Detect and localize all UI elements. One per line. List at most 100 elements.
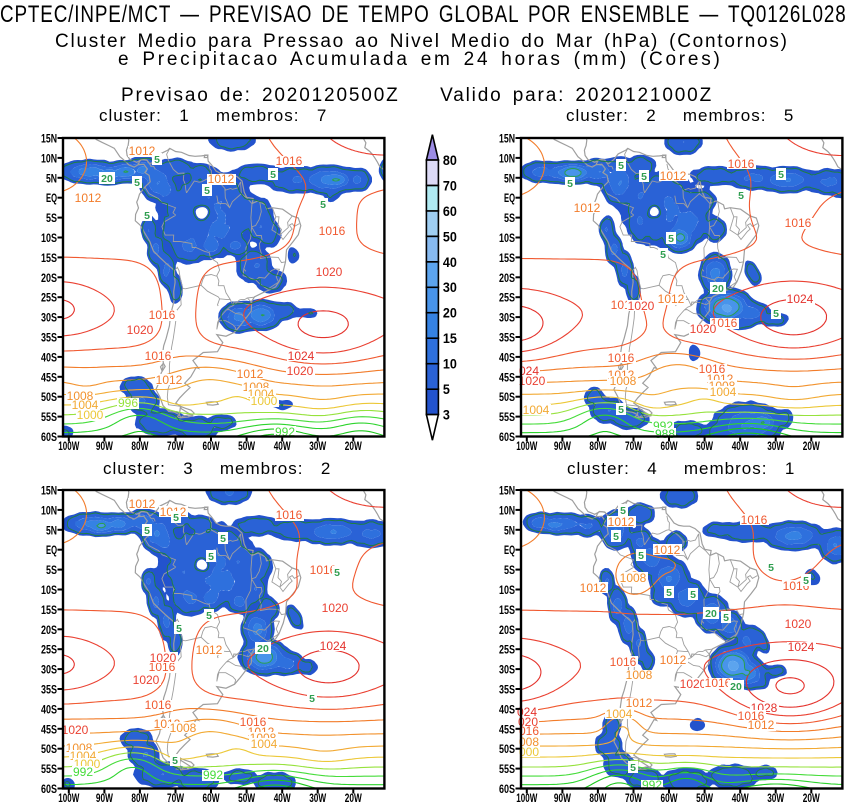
svg-text:55S: 55S bbox=[499, 764, 515, 776]
svg-text:80W: 80W bbox=[131, 793, 148, 803]
svg-text:10N: 10N bbox=[499, 505, 515, 517]
svg-text:1000: 1000 bbox=[250, 394, 277, 408]
svg-text:20S: 20S bbox=[499, 624, 515, 636]
svg-text:15S: 15S bbox=[41, 253, 57, 265]
svg-text:50S: 50S bbox=[499, 744, 515, 756]
svg-text:5S: 5S bbox=[46, 213, 57, 225]
svg-text:10S: 10S bbox=[41, 233, 57, 245]
svg-text:40S: 40S bbox=[499, 704, 515, 716]
svg-text:1016: 1016 bbox=[148, 308, 175, 322]
svg-text:40S: 40S bbox=[41, 704, 57, 716]
svg-text:1020: 1020 bbox=[321, 601, 348, 615]
svg-text:1012: 1012 bbox=[155, 373, 182, 387]
svg-text:90W: 90W bbox=[554, 441, 571, 453]
svg-text:1012: 1012 bbox=[195, 643, 222, 657]
svg-text:1004: 1004 bbox=[710, 385, 737, 399]
svg-text:5: 5 bbox=[144, 525, 150, 537]
svg-text:45S: 45S bbox=[499, 724, 515, 736]
svg-text:25S: 25S bbox=[41, 644, 57, 656]
svg-text:1012: 1012 bbox=[608, 515, 635, 529]
svg-text:10N: 10N bbox=[41, 505, 57, 517]
svg-text:5N: 5N bbox=[504, 525, 515, 537]
svg-text:30W: 30W bbox=[767, 793, 784, 803]
svg-text:50W: 50W bbox=[696, 441, 713, 453]
svg-text:1012: 1012 bbox=[74, 191, 101, 205]
svg-text:15S: 15S bbox=[499, 253, 515, 265]
svg-text:10: 10 bbox=[443, 357, 457, 372]
svg-text:25S: 25S bbox=[499, 644, 515, 656]
svg-text:5: 5 bbox=[172, 755, 178, 767]
svg-text:024: 024 bbox=[519, 364, 539, 378]
svg-text:1016: 1016 bbox=[144, 698, 171, 712]
svg-text:70W: 70W bbox=[167, 793, 184, 803]
svg-text:1012: 1012 bbox=[748, 718, 775, 732]
svg-text:5: 5 bbox=[630, 762, 636, 774]
svg-text:55S: 55S bbox=[41, 764, 57, 776]
svg-text:5: 5 bbox=[204, 185, 210, 197]
svg-text:1008: 1008 bbox=[620, 571, 647, 585]
svg-text:5S: 5S bbox=[46, 565, 57, 577]
svg-text:50W: 50W bbox=[238, 441, 255, 453]
svg-text:5: 5 bbox=[567, 178, 573, 190]
svg-text:1020: 1020 bbox=[680, 677, 707, 691]
svg-text:1020: 1020 bbox=[519, 374, 546, 388]
svg-text:988: 988 bbox=[655, 427, 675, 441]
svg-text:5: 5 bbox=[620, 505, 626, 517]
svg-text:20: 20 bbox=[730, 681, 742, 693]
svg-text:020: 020 bbox=[518, 715, 538, 729]
svg-text:1016: 1016 bbox=[738, 709, 765, 723]
svg-text:100W: 100W bbox=[516, 441, 537, 453]
svg-text:5: 5 bbox=[134, 177, 140, 189]
svg-text:15N: 15N bbox=[499, 134, 515, 146]
svg-text:1012: 1012 bbox=[574, 201, 601, 215]
svg-text:1016: 1016 bbox=[785, 216, 812, 230]
svg-text:90W: 90W bbox=[95, 441, 112, 453]
svg-text:40W: 40W bbox=[273, 793, 290, 803]
svg-text:992: 992 bbox=[642, 778, 662, 792]
svg-text:016: 016 bbox=[519, 724, 539, 738]
svg-text:40W: 40W bbox=[732, 793, 749, 803]
svg-text:5S: 5S bbox=[504, 565, 515, 577]
svg-text:80W: 80W bbox=[589, 441, 606, 453]
svg-text:60W: 60W bbox=[661, 793, 678, 803]
svg-text:5S: 5S bbox=[504, 213, 515, 225]
svg-text:70W: 70W bbox=[625, 793, 642, 803]
svg-text:1012: 1012 bbox=[207, 172, 234, 186]
svg-text:40S: 40S bbox=[41, 352, 57, 364]
svg-text:EQ: EQ bbox=[504, 545, 515, 557]
svg-text:60W: 60W bbox=[661, 441, 678, 453]
svg-text:40W: 40W bbox=[732, 441, 749, 453]
svg-text:5: 5 bbox=[270, 169, 276, 181]
svg-text:80W: 80W bbox=[131, 441, 148, 453]
svg-text:1024: 1024 bbox=[319, 639, 346, 653]
svg-text:100W: 100W bbox=[516, 793, 537, 803]
svg-text:30S: 30S bbox=[499, 313, 515, 325]
svg-text:45S: 45S bbox=[41, 372, 57, 384]
svg-text:5: 5 bbox=[613, 531, 619, 543]
svg-text:15: 15 bbox=[443, 331, 457, 346]
svg-text:1020: 1020 bbox=[315, 265, 342, 279]
svg-text:10N: 10N bbox=[499, 153, 515, 165]
svg-text:60: 60 bbox=[443, 204, 457, 219]
svg-text:45S: 45S bbox=[499, 372, 515, 384]
svg-text:5: 5 bbox=[208, 551, 214, 563]
svg-text:55S: 55S bbox=[499, 412, 515, 424]
svg-text:70: 70 bbox=[443, 178, 457, 193]
svg-text:20W: 20W bbox=[344, 793, 361, 803]
svg-text:50S: 50S bbox=[499, 392, 515, 404]
svg-text:5: 5 bbox=[334, 567, 340, 579]
svg-text:30S: 30S bbox=[499, 664, 515, 676]
svg-text:5: 5 bbox=[778, 169, 784, 181]
svg-text:20: 20 bbox=[712, 283, 724, 295]
svg-text:1012: 1012 bbox=[658, 292, 685, 306]
svg-text:1012: 1012 bbox=[660, 653, 687, 667]
svg-text:1000: 1000 bbox=[76, 408, 103, 422]
svg-text:60W: 60W bbox=[202, 793, 219, 803]
svg-text:5: 5 bbox=[144, 210, 150, 222]
svg-text:5: 5 bbox=[690, 589, 696, 601]
svg-text:15S: 15S bbox=[41, 604, 57, 616]
svg-text:45S: 45S bbox=[41, 724, 57, 736]
svg-text:100W: 100W bbox=[58, 441, 79, 453]
svg-text:996: 996 bbox=[118, 396, 138, 410]
svg-text:35S: 35S bbox=[41, 684, 57, 696]
